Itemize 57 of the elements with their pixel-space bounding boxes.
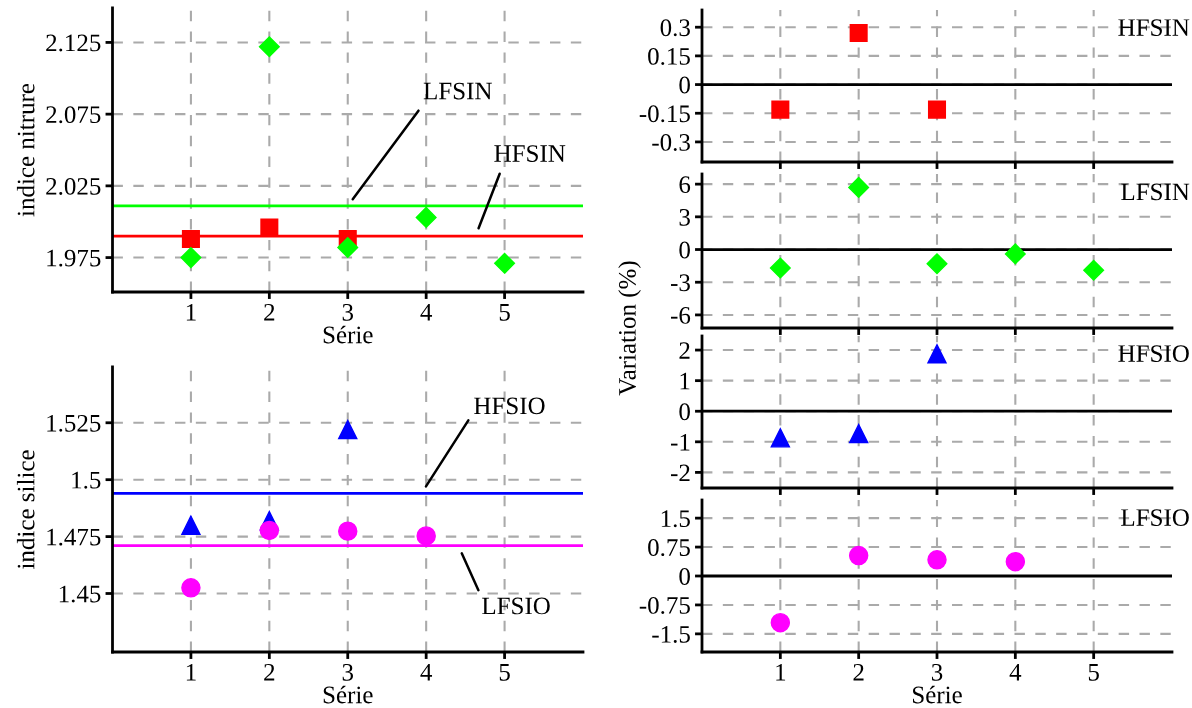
ref-line-label: HFSIN — [494, 145, 566, 162]
annotation: HFSIO — [1118, 345, 1189, 363]
y-tick-label: 2.075 — [46, 106, 101, 124]
x-tick-label: 4 — [420, 664, 433, 681]
y-tick-label: 0 — [679, 76, 690, 94]
y-tick-label: -0.75 — [639, 596, 690, 614]
ref-line-label: LFSIO — [482, 597, 550, 615]
x-tick-label: 2 — [264, 663, 275, 681]
y-tick-label: -1 — [670, 433, 690, 451]
y-axis-title: Variation (%) — [618, 261, 641, 396]
x-tick-label: 4 — [1009, 664, 1022, 681]
x-axis-title: Série — [912, 685, 962, 704]
y-tick-label: 0 — [679, 568, 690, 585]
x-tick-label: 4 — [420, 304, 433, 321]
y-tick-label: -3 — [670, 274, 690, 292]
x-tick-label: 3 — [342, 663, 354, 681]
x-tick-label: 3 — [342, 303, 354, 321]
annotation: HFSIN — [1118, 19, 1190, 37]
x-tick-label: 5 — [499, 664, 510, 681]
y-tick-label: -0.15 — [639, 105, 690, 123]
y-tick-label: -0.3 — [652, 133, 690, 151]
y-tick-label: 2.125 — [46, 34, 101, 52]
x-tick-label: 5 — [1088, 664, 1099, 681]
y-tick-label: 0.3 — [660, 19, 690, 37]
x-tick-label: 3 — [931, 663, 943, 681]
y-tick-label: 1.45 — [59, 585, 101, 603]
y-tick-label: 2 — [679, 342, 690, 359]
x-tick-label: 1 — [186, 663, 196, 681]
annotation: LFSIO — [1121, 509, 1189, 527]
y-tick-label: 1 — [680, 372, 690, 390]
x-tick-label: 1 — [186, 303, 196, 321]
y-tick-label: 1.5 — [661, 510, 690, 528]
y-tick-label: 1.525 — [47, 414, 101, 432]
y-tick-label: 1.5 — [72, 471, 101, 489]
y-tick-label: 1.475 — [47, 528, 101, 546]
y-tick-label: 2.025 — [46, 177, 101, 195]
y-axis-title: indice silice — [16, 450, 35, 570]
x-tick-label: 5 — [499, 304, 510, 321]
y-tick-label: -6 — [670, 307, 691, 324]
y-tick-label: 6 — [679, 176, 691, 194]
y-tick-label: 0.75 — [648, 539, 690, 557]
x-tick-label: 2 — [264, 303, 275, 321]
x-tick-label: 2 — [853, 663, 864, 681]
ref-line-label: LFSIN — [423, 82, 492, 100]
y-tick-label: -2 — [670, 464, 690, 482]
x-tick-label: 1 — [776, 663, 786, 681]
y-tick-label: 1.975 — [47, 249, 101, 267]
y-tick-label: 3 — [679, 208, 690, 226]
y-tick-label: 0.15 — [648, 47, 690, 65]
y-tick-label: -1.5 — [652, 626, 690, 643]
annotation: LFSIN — [1121, 183, 1190, 201]
x-axis-title: Série — [323, 325, 373, 344]
y-axis-title: indice nitrure — [16, 83, 35, 217]
ref-line-label: HFSIO — [474, 397, 545, 415]
y-tick-label: 0 — [679, 403, 690, 421]
y-tick-label: 0 — [679, 241, 690, 259]
x-axis-title: Série — [323, 685, 373, 704]
